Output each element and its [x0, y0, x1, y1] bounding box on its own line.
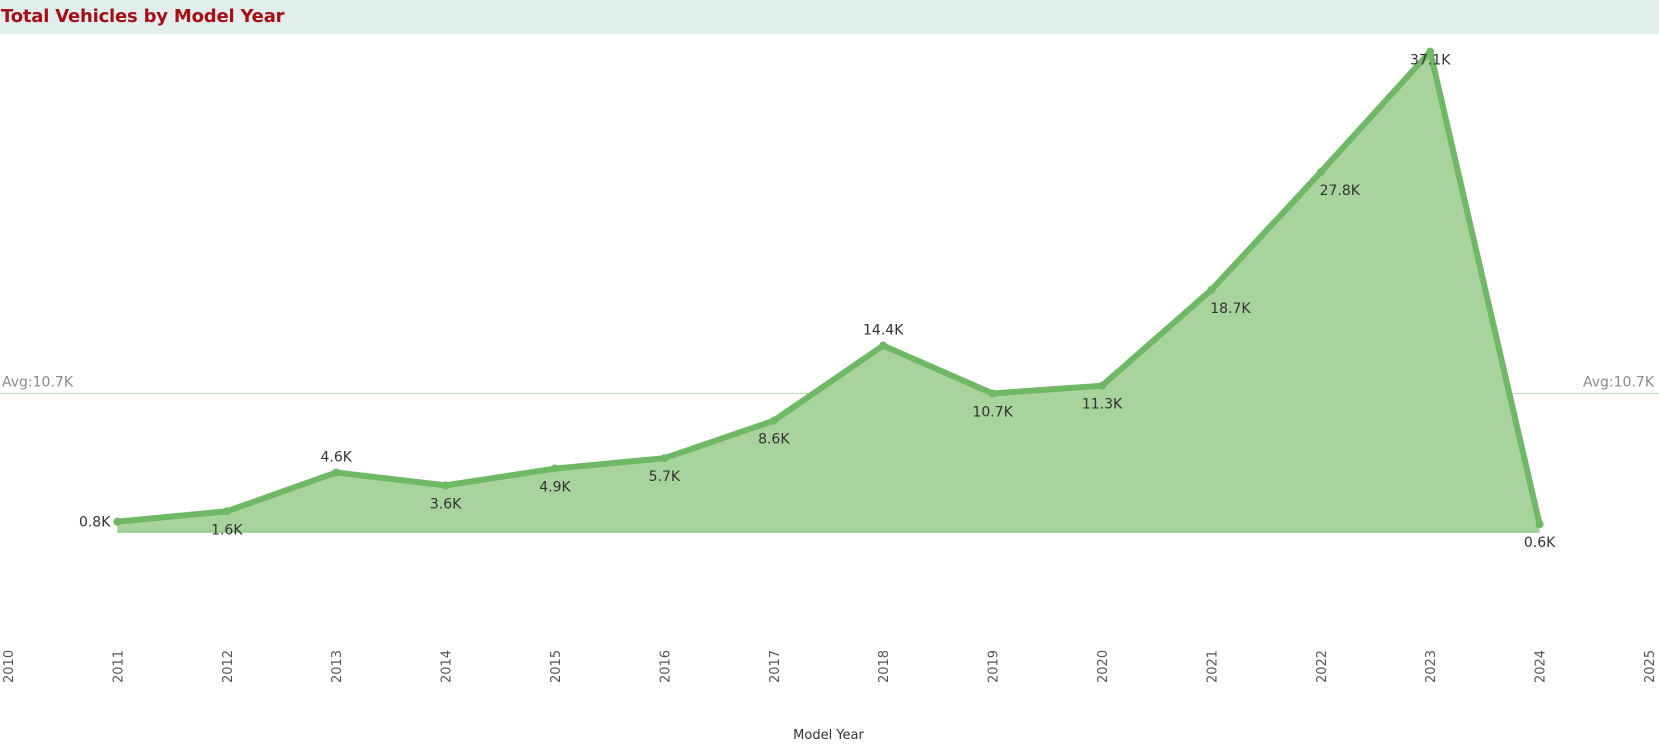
data-label-2012: 1.6K	[211, 522, 243, 538]
average-label-right: Avg:10.7K	[1583, 374, 1655, 390]
data-point-2013	[332, 468, 341, 477]
data-label-2018: 14.4K	[863, 323, 904, 339]
data-point-2021	[1207, 285, 1216, 294]
data-point-2017	[769, 416, 778, 425]
chart-title: Total Vehicles by Model Year	[1, 6, 285, 27]
data-point-2012	[222, 507, 231, 516]
data-point-2011	[113, 517, 122, 526]
x-tick-2018: 2018	[877, 650, 892, 683]
data-label-2014: 3.6K	[430, 496, 462, 512]
data-point-2020	[1098, 381, 1106, 390]
data-point-2016	[660, 454, 669, 463]
data-point-2014	[441, 481, 450, 490]
x-tick-2021: 2021	[1205, 650, 1220, 683]
data-point-2022	[1316, 168, 1325, 177]
data-label-2021: 18.7K	[1210, 301, 1251, 317]
x-ticks-group: 2010 2011 2012 2013 2014 2015 2016 2017 2018 2019…	[2, 650, 1658, 683]
data-point-2018	[879, 341, 888, 350]
x-tick-2016: 2016	[658, 650, 673, 683]
x-tick-2022: 2022	[1315, 650, 1330, 683]
data-label-2016: 5.7K	[649, 469, 681, 485]
data-label-2017: 8.6K	[758, 432, 790, 448]
data-labels-group: 0.8K 1.6K 4.6K 3.6K 4.9K 5.7K 8.6K 14.4K 10.7K 11…	[79, 53, 1556, 552]
data-label-2019: 10.7K	[972, 404, 1013, 420]
x-tick-2014: 2014	[440, 650, 455, 683]
data-label-2023: 37.1K	[1410, 53, 1451, 69]
title-bar	[0, 0, 1659, 34]
x-tick-2025: 2025	[1643, 650, 1658, 683]
data-label-2022: 27.8K	[1320, 183, 1361, 199]
x-tick-2015: 2015	[549, 650, 564, 683]
x-tick-2017: 2017	[768, 650, 783, 683]
data-label-2011: 0.8K	[79, 515, 111, 531]
x-tick-2024: 2024	[1534, 650, 1549, 683]
data-point-2024	[1535, 520, 1544, 529]
data-point-2015	[551, 464, 559, 473]
data-label-2015: 4.9K	[539, 480, 571, 496]
x-tick-2019: 2019	[987, 650, 1002, 683]
x-tick-2013: 2013	[330, 650, 345, 683]
average-label-left: Avg:10.7K	[2, 374, 74, 390]
x-tick-2023: 2023	[1424, 650, 1439, 683]
area-group	[113, 47, 1544, 533]
data-point-2023	[1426, 47, 1435, 56]
x-tick-2011: 2011	[111, 650, 126, 683]
x-tick-2010: 2010	[2, 650, 17, 683]
area-fill	[117, 51, 1540, 533]
data-point-2019	[988, 389, 997, 398]
x-tick-2012: 2012	[221, 650, 236, 683]
x-axis-title: Model Year	[793, 728, 864, 743]
x-tick-2020: 2020	[1096, 650, 1111, 683]
data-label-2020: 11.3K	[1082, 397, 1123, 413]
data-label-2013: 4.6K	[320, 449, 352, 465]
series-line	[114, 48, 1543, 528]
data-label-2024: 0.6K	[1524, 535, 1556, 551]
